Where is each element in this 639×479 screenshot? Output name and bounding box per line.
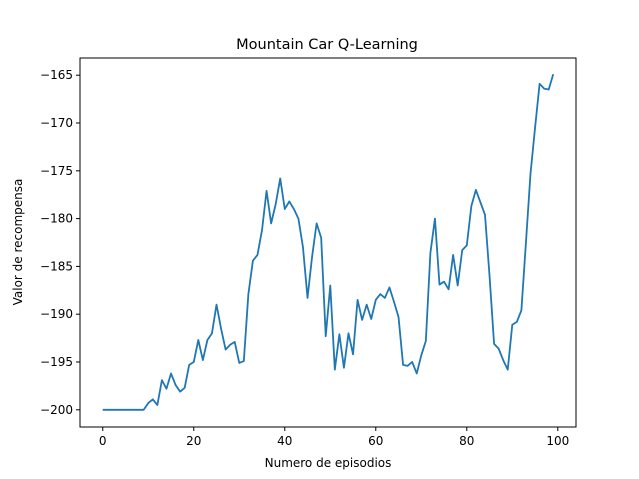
y-axis-label: Valor de recompensa	[11, 179, 25, 306]
series-layer	[102, 73, 555, 411]
x-axis-ticks: 0 20 40 60 80 100	[99, 427, 569, 448]
y-tick-label: −165	[40, 68, 73, 82]
y-tick-label: −190	[40, 307, 73, 321]
y-tick-label: −180	[40, 212, 73, 226]
x-tick-label: 80	[459, 434, 474, 448]
y-tick-label: −170	[40, 116, 73, 130]
y-tick-label: −195	[40, 355, 73, 369]
y-tick-label: −200	[40, 403, 73, 417]
x-tick-label: 0	[99, 434, 107, 448]
x-axis-label: Numero de episodios	[265, 456, 392, 470]
plot-frame	[79, 57, 577, 428]
y-tick-label: −175	[40, 164, 73, 178]
x-tick-label: 20	[186, 434, 201, 448]
chart-title: Mountain Car Q-Learning	[236, 37, 418, 53]
series-line-0	[102, 73, 555, 411]
x-tick-label: 40	[277, 434, 292, 448]
x-tick-label: 60	[368, 434, 383, 448]
x-tick-label: 100	[546, 434, 569, 448]
y-tick-label: −185	[40, 259, 73, 273]
y-axis-ticks: −200 −195 −190 −185 −180 −175 −170 −165	[40, 68, 80, 417]
